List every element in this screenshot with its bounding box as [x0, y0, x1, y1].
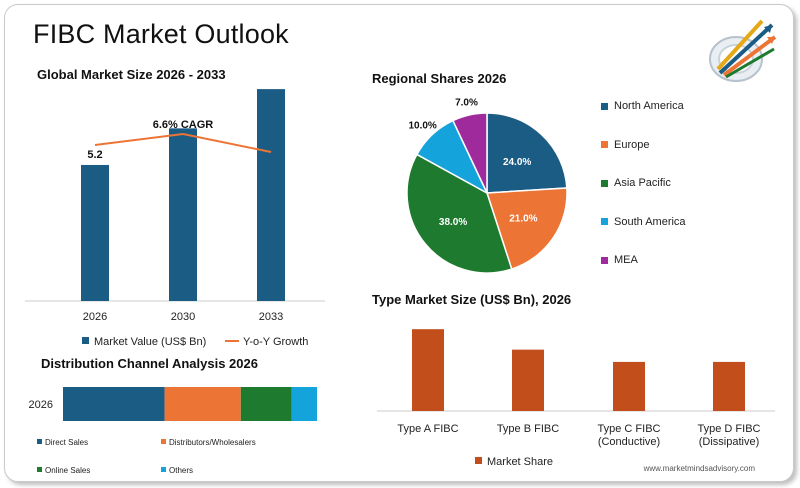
regional-shares-title: Regional Shares 2026 [372, 71, 507, 86]
website-footer: www.marketmindsadvisory.com [643, 464, 755, 473]
type-tick-label: (Dissipative) [699, 436, 760, 448]
pie-slice-europe [485, 187, 568, 271]
market-bar-2033 [257, 89, 285, 301]
market-bar-2026 [81, 164, 109, 301]
legend-item-south-america: South America [601, 216, 686, 228]
market-data-label: 8.1 [263, 83, 278, 85]
type-market-chart: Type A FIBC Type B FIBC Type C FIBC(Conduc… [377, 329, 775, 468]
legend-label: Europe [614, 138, 650, 151]
legend-label: MEA [614, 254, 638, 266]
legend-item-north-america: North America [601, 100, 684, 112]
distribution-legend-label: Others [169, 466, 193, 475]
brand-logo-icon [709, 19, 777, 82]
distribution-title: Distribution Channel Analysis 2026 [41, 356, 258, 371]
distribution-segment-others [291, 387, 317, 421]
pie-data-label: 21.0% [509, 214, 537, 225]
type-legend-label: Market Share [487, 456, 553, 468]
legend-item-europe: Europe [601, 139, 649, 151]
market-tick-label: 2033 [259, 311, 283, 323]
type-legend-swatch [475, 457, 482, 464]
legend-swatch-market-value [82, 337, 89, 344]
legend-label: South America [614, 215, 686, 228]
type-tick-label: Type A FIBC [397, 423, 458, 435]
legend-swatch [601, 256, 608, 264]
type-bar [613, 361, 645, 411]
legend-item-asia-pacific: Asia Pacific [601, 177, 671, 189]
distribution-legend-swatch [161, 467, 166, 472]
type-tick-label: Type D FIBC [698, 423, 761, 435]
distribution-segment-direct-sales [63, 387, 165, 421]
pie-data-label: 24.0% [503, 157, 531, 168]
distribution-segment-online-sales [240, 387, 292, 421]
pie-slice-asia-pacific [406, 153, 513, 274]
type-tick-label: Type B FIBC [497, 423, 559, 435]
legend-label: North America [614, 100, 684, 112]
legend-growth: Y-o-Y Growth [243, 336, 308, 348]
type-bar [713, 361, 745, 411]
dashboard-card: FIBC Market Outlook Global Market Size 2… [4, 4, 794, 482]
type-bar [512, 349, 544, 411]
pie-slice-mea [451, 112, 488, 194]
regional-pie-chart: 24.0% 21.0% 38.0% 10.0% 7.0% [406, 97, 568, 274]
cagr-annotation: 6.6% CAGR [153, 119, 214, 131]
market-size-chart: 5.2 2026 2030 8.1 2033 6.6% CAGR Market Value … [25, 83, 325, 348]
legend-label: Asia Pacific [614, 177, 671, 189]
pie-data-label: 10.0% [408, 120, 436, 131]
legend-market-value: Market Value (US$ Bn) [94, 336, 206, 348]
type-tick-label: Type C FIBC [598, 423, 661, 435]
market-data-label: 5.2 [87, 149, 102, 161]
legend-swatch [601, 179, 608, 187]
distribution-legend-swatch [161, 439, 166, 444]
type-bar [412, 329, 444, 411]
distribution-chart: 2026 Direct Sales Distributors/Wholesalers… [29, 387, 317, 475]
legend-swatch [601, 218, 608, 225]
type-tick-label: (Conductive) [598, 436, 660, 448]
legend-swatch [601, 102, 608, 110]
type-market-title: Type Market Size (US$ Bn), 2026 [372, 292, 572, 307]
market-tick-label: 2030 [171, 311, 195, 323]
pie-data-label: 7.0% [455, 97, 478, 108]
market-tick-label: 2026 [83, 311, 107, 323]
distribution-legend-swatch [37, 467, 42, 472]
distribution-legend-label: Distributors/Wholesalers [169, 438, 256, 447]
pie-slice-north-america [486, 112, 568, 194]
page-title: FIBC Market Outlook [33, 19, 289, 49]
distribution-legend-label: Online Sales [45, 466, 90, 475]
distribution-category-label: 2026 [29, 399, 53, 411]
market-bar-2030 [169, 128, 197, 301]
growth-line [94, 132, 272, 153]
pie-data-label: 38.0% [439, 217, 467, 228]
distribution-segment-distributors-wholesalers [164, 387, 241, 421]
distribution-legend-swatch [37, 439, 42, 444]
legend-swatch [601, 141, 608, 148]
market-size-title: Global Market Size 2026 - 2033 [37, 67, 226, 82]
distribution-legend-label: Direct Sales [45, 438, 88, 447]
legend-item-mea: MEA [601, 254, 638, 266]
